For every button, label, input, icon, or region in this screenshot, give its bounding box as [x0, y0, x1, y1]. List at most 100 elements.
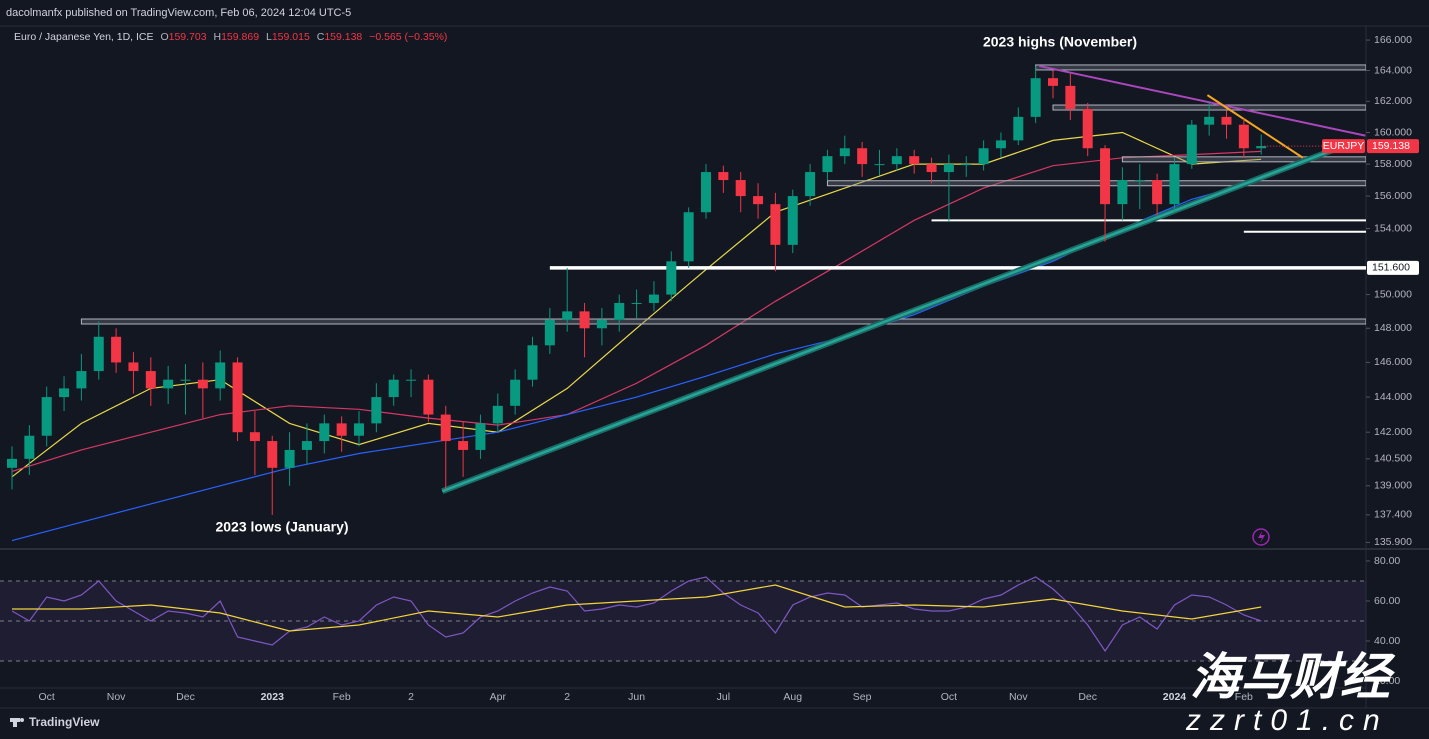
events-icon[interactable]: [1252, 528, 1270, 546]
footer-brand[interactable]: TradingView: [29, 715, 100, 729]
candle-body: [1082, 109, 1093, 149]
candle-body: [683, 212, 694, 262]
candle-body: [319, 423, 330, 442]
annotation: 2023 lows (January): [215, 519, 348, 535]
symbol-tag-label: EURJPY: [1323, 140, 1364, 152]
x-tick-label: Nov: [107, 691, 126, 703]
watermark-name: 海马财经: [1190, 649, 1396, 705]
x-tick-label: Apr: [490, 691, 507, 703]
rsi-ma-line: [12, 584, 1262, 632]
price-tag-label: 159.138: [1372, 140, 1410, 152]
candle-body: [215, 362, 226, 389]
candle-body: [631, 302, 642, 304]
x-tick-label: 2: [408, 691, 414, 703]
axes: 166.000 164.000 162.000 160.000 158.000 156.0…: [39, 34, 1419, 703]
candle-body: [301, 441, 312, 450]
x-tick-label: Oct: [941, 691, 957, 703]
x-tick-label: Dec: [176, 691, 195, 703]
footer-logo: [10, 718, 24, 727]
candle-body: [787, 196, 798, 245]
candle-body: [995, 140, 1006, 149]
price-tag: [1367, 139, 1419, 154]
candle-body: [562, 311, 573, 320]
legend-change: −0.565 (−0.35%): [369, 31, 447, 43]
x-tick-label: 2: [564, 691, 570, 703]
watermark-site: zzrt01.cn: [1185, 704, 1389, 737]
candle-body: [492, 405, 503, 424]
legend-symbol: Euro / Japanese Yen, 1D, ICE: [14, 31, 154, 43]
candle-body: [440, 414, 451, 442]
candle-body: [753, 196, 764, 205]
candle-body: [249, 432, 260, 442]
legend: Euro / Japanese Yen, 1D, ICE O159.703 H1…: [14, 31, 447, 43]
support-band: [826, 180, 1366, 187]
candle-body: [874, 164, 885, 166]
moving-average: [11, 150, 1262, 472]
candle-body: [76, 371, 87, 389]
candle-body: [336, 423, 347, 436]
candle-body: [1204, 116, 1215, 125]
y-tick-label: 140.500: [1374, 453, 1412, 465]
y-tick-label: 40.00: [1374, 635, 1400, 647]
candle-body: [371, 397, 382, 424]
legend-key: C: [317, 31, 325, 43]
candle-body: [1238, 124, 1249, 149]
candle-body: [1117, 180, 1128, 205]
candle-body: [839, 148, 850, 157]
level-tag-label: 151.600: [1372, 262, 1410, 274]
y-tick-label: 150.000: [1374, 288, 1412, 300]
candle-body: [805, 172, 816, 197]
candle-body: [1065, 85, 1076, 110]
price-pane: [7, 64, 1366, 542]
legend-key: O: [160, 31, 168, 43]
candle-body: [978, 148, 989, 165]
y-tick-label: 160.000: [1374, 126, 1412, 138]
candle-body: [128, 362, 139, 372]
y-tick-label: 142.000: [1374, 426, 1412, 438]
candle-body: [423, 379, 434, 415]
trendline: [1038, 64, 1366, 137]
legend-key: H: [214, 31, 222, 43]
candle-body: [163, 379, 174, 389]
y-tick-label: 60.00: [1374, 595, 1400, 607]
x-tick-label: Dec: [1078, 691, 1097, 703]
candle-body: [1221, 116, 1232, 125]
candle-body: [232, 362, 243, 433]
candle-body: [458, 441, 469, 450]
y-tick-label: 146.000: [1374, 356, 1412, 368]
candle-body: [926, 164, 937, 173]
candle-body: [579, 311, 590, 329]
y-tick-label: 158.000: [1374, 158, 1412, 170]
candle-body: [857, 148, 868, 165]
y-tick-label: 166.000: [1374, 34, 1412, 46]
candle-body: [284, 449, 295, 468]
candle-body: [180, 379, 191, 381]
legend-close: 159.138: [324, 31, 362, 43]
x-tick-label: Oct: [39, 691, 55, 703]
candle-body: [93, 336, 104, 372]
candle-body: [111, 336, 122, 363]
candle-body: [1134, 180, 1145, 182]
legend-key: L: [266, 31, 272, 43]
annotation: 2023 highs (November): [983, 34, 1137, 50]
candle-body: [41, 397, 52, 436]
publisher: dacolmanfx published on TradingView.com,…: [6, 7, 351, 19]
candle-body: [527, 345, 538, 380]
candle-body: [614, 302, 625, 320]
x-tick-label: Jun: [628, 691, 645, 703]
trendline: [1206, 94, 1304, 159]
candle-body: [1048, 78, 1058, 86]
symbol-tag: [1322, 139, 1365, 154]
trendline: [441, 147, 1338, 493]
candle-body: [822, 156, 833, 173]
x-tick-label: Feb: [1235, 691, 1253, 703]
rsi-line: [11, 576, 1262, 653]
candle-body: [145, 371, 156, 389]
y-tick-label: 154.000: [1374, 222, 1412, 234]
candle-body: [596, 319, 607, 329]
level-tag: [1367, 260, 1419, 275]
candle-body: [24, 435, 35, 459]
x-tick-label: Nov: [1009, 691, 1028, 703]
